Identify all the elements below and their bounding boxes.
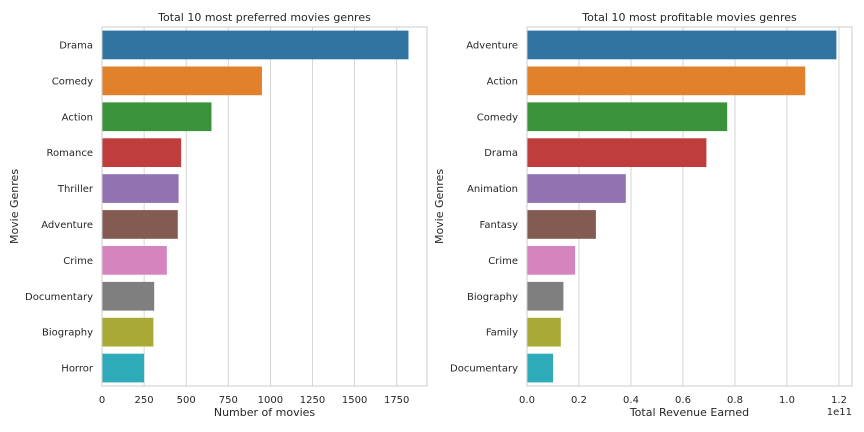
- chart-title: Total 10 most profitable movies genres: [581, 11, 797, 24]
- plot-frame: [526, 26, 853, 387]
- y-tick-label: Adventure: [41, 220, 93, 231]
- chart-preferred-genres: Drama Comedy Action Romance Thriller Adventur…: [8, 11, 428, 419]
- bar-family: [527, 317, 561, 347]
- bar-drama: [527, 138, 707, 168]
- y-tick-label: Crime: [488, 256, 518, 267]
- y-tick-label: Romance: [47, 148, 93, 159]
- x-axis-label: Total Revenue Earned: [629, 406, 749, 419]
- bar-biography: [102, 317, 154, 347]
- bar-biography: [527, 281, 564, 311]
- y-tick-label: Animation: [467, 184, 518, 195]
- y-tick-label: Crime: [63, 256, 93, 267]
- bar-horror: [102, 353, 145, 383]
- y-axis-label: Movie Genres: [8, 169, 21, 244]
- x-tick-label: 0: [99, 395, 105, 406]
- bar-drama: [102, 30, 409, 60]
- x-tick-label: 1.2: [831, 395, 847, 406]
- x-tick-label: 0.0: [519, 395, 535, 406]
- bar-romance: [102, 138, 182, 168]
- chart-profitable-genres: Adventure Action Comedy Drama Animation Fanta…: [433, 11, 853, 419]
- y-tick-label: Action: [487, 76, 518, 87]
- y-tick-label: Biography: [42, 328, 93, 339]
- y-tick-label: Biography: [467, 292, 518, 303]
- bar-adventure: [527, 30, 837, 60]
- bar-animation: [527, 174, 626, 203]
- y-tick-label: Documentary: [450, 364, 518, 375]
- y-tick-label: Action: [62, 112, 93, 123]
- bar-crime: [527, 245, 576, 275]
- x-offset-label: 1e11: [827, 407, 852, 418]
- bar-crime: [102, 245, 167, 275]
- y-tick-label: Horror: [61, 364, 94, 375]
- y-tick-label: Thriller: [57, 184, 94, 195]
- bar-thriller: [102, 174, 179, 203]
- y-tick-label: Adventure: [466, 40, 518, 51]
- bar-comedy: [527, 102, 728, 132]
- bar-comedy: [102, 66, 262, 96]
- y-tick-label: Drama: [484, 148, 518, 159]
- x-tick-label: 250: [135, 395, 154, 406]
- y-tick-label: Fantasy: [480, 220, 519, 231]
- bar-adventure: [102, 210, 178, 239]
- bar-action: [527, 66, 806, 96]
- bar-documentary: [527, 353, 553, 383]
- x-tick-label: 0.2: [571, 395, 587, 406]
- x-axis-label: Number of movies: [214, 406, 316, 419]
- x-tick-label: 1750: [384, 395, 409, 406]
- x-tick-label: 1500: [342, 395, 367, 406]
- bar-action: [102, 102, 212, 132]
- x-tick-label: 500: [177, 395, 196, 406]
- bar-fantasy: [527, 210, 596, 239]
- y-axis-label: Movie Genres: [433, 169, 446, 244]
- x-tick-label: 0.6: [675, 395, 691, 406]
- x-tick-label: 1.0: [779, 395, 795, 406]
- chart-title: Total 10 most preferred movies genres: [157, 11, 371, 24]
- y-tick-label: Comedy: [477, 112, 518, 123]
- y-tick-label: Drama: [59, 40, 93, 51]
- x-tick-label: 1000: [258, 395, 283, 406]
- x-tick-label: 0.4: [623, 395, 639, 406]
- y-tick-label: Documentary: [25, 292, 93, 303]
- x-tick-label: 0.8: [727, 395, 743, 406]
- y-tick-label: Comedy: [52, 76, 93, 87]
- y-tick-label: Family: [486, 328, 518, 339]
- x-tick-label: 750: [219, 395, 238, 406]
- x-tick-label: 1250: [300, 395, 325, 406]
- bar-documentary: [102, 281, 155, 311]
- plot-frame: [101, 26, 428, 387]
